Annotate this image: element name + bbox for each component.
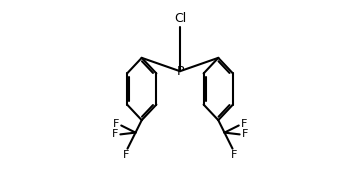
- Text: Cl: Cl: [174, 12, 186, 25]
- Text: F: F: [242, 129, 248, 139]
- Text: F: F: [113, 119, 120, 129]
- Text: F: F: [123, 150, 130, 160]
- Text: F: F: [240, 119, 247, 129]
- Text: P: P: [176, 65, 184, 78]
- Text: F: F: [230, 150, 237, 160]
- Text: F: F: [112, 129, 118, 139]
